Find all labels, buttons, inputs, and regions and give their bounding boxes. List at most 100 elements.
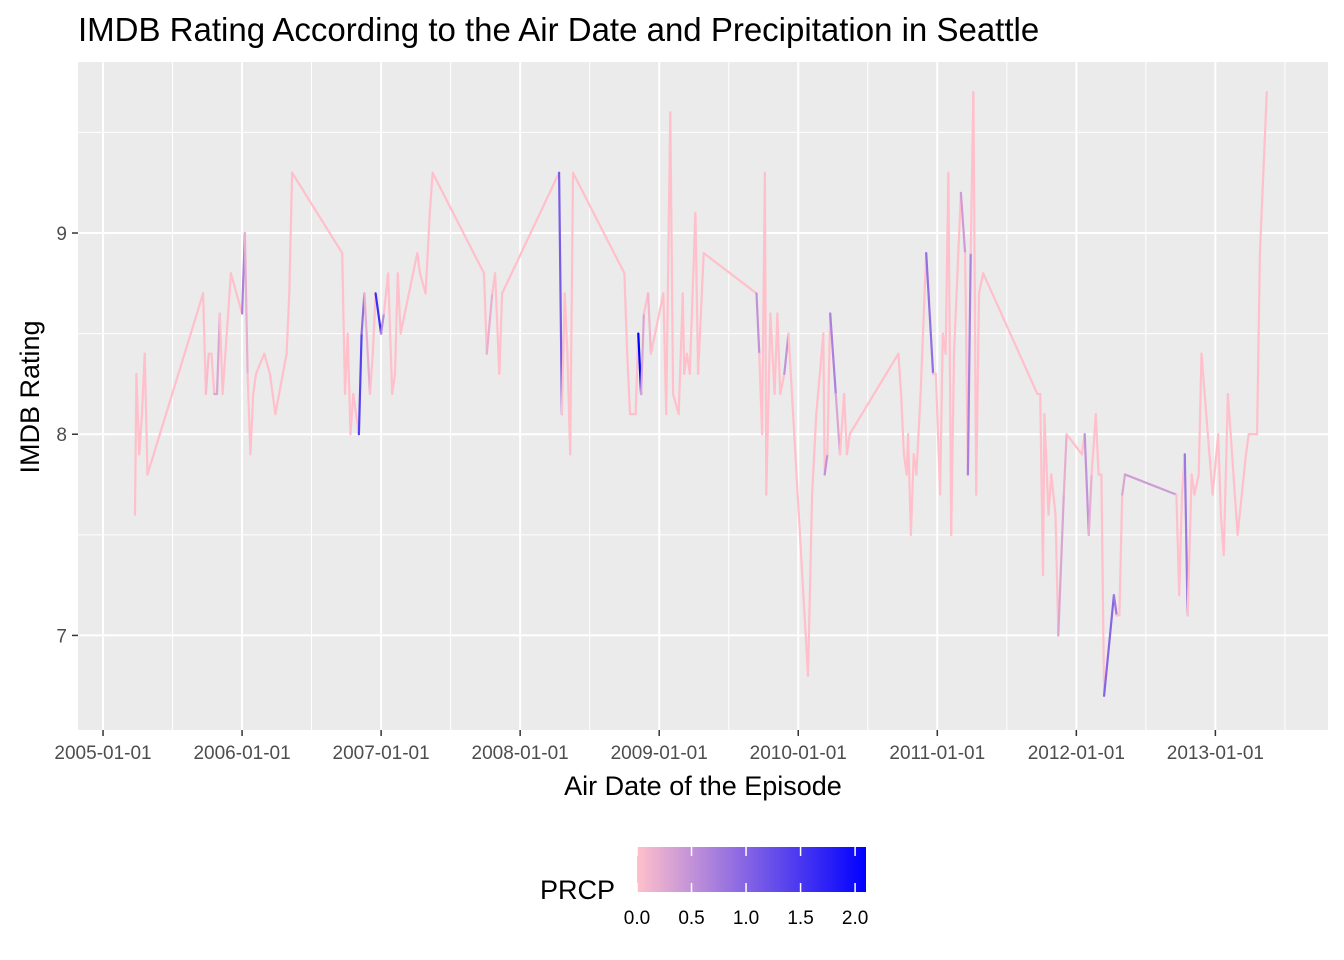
- line-segment: [391, 372, 397, 396]
- legend-tick-label: 0.0: [624, 908, 650, 929]
- line-segment: [779, 372, 786, 396]
- line-segment: [482, 272, 488, 355]
- line-segment: [1118, 493, 1124, 617]
- y-axis: 7 8 9: [56, 224, 78, 647]
- line-segment: [563, 292, 569, 355]
- line-segment: [755, 292, 761, 355]
- line-segment: [823, 453, 829, 476]
- line-segment: [649, 292, 665, 355]
- line-segment: [374, 292, 383, 335]
- y-tick-label: 7: [56, 626, 67, 647]
- line-segment: [268, 372, 277, 416]
- line-segment: [952, 191, 963, 355]
- line-segment: [501, 171, 561, 295]
- line-segment: [1054, 513, 1060, 637]
- line-segment: [368, 352, 374, 396]
- line-segment: [416, 252, 422, 275]
- line-segment: [829, 312, 837, 396]
- line-segment: [646, 292, 653, 355]
- line-segment: [341, 252, 347, 396]
- line-segment: [418, 272, 427, 295]
- line-segment: [202, 292, 207, 396]
- x-tick-label: 2010-01-01: [750, 743, 847, 764]
- line-segment: [694, 211, 700, 375]
- line-segment: [982, 272, 1039, 396]
- line-segment: [1178, 493, 1184, 597]
- plot-panel: [78, 62, 1328, 730]
- line-segment: [221, 272, 232, 396]
- line-segment: [1112, 594, 1118, 617]
- line-segment: [428, 171, 434, 214]
- line-segment: [1057, 493, 1065, 637]
- grid-minor: [78, 62, 1328, 730]
- y-tick-label: 8: [56, 425, 67, 446]
- x-tick-label: 2008-01-01: [472, 743, 569, 764]
- line-segment: [1102, 594, 1116, 697]
- x-axis: 2005-01-01 2006-01-01 2007-01-01 2008-01-01…: [54, 730, 1264, 764]
- line-segment: [485, 292, 494, 355]
- line-segment: [972, 91, 978, 496]
- legend-ticks: 0.0 0.5 1.0 1.5 2.0: [624, 847, 868, 929]
- line-segment: [229, 272, 244, 315]
- line-segment: [1047, 473, 1053, 516]
- line-segment: [274, 352, 288, 416]
- line-segment: [1062, 433, 1068, 496]
- line-segment: [763, 171, 768, 496]
- line-segment: [1123, 473, 1178, 496]
- line-segment: [288, 171, 294, 295]
- line-segment: [1041, 413, 1046, 577]
- line-segment: [826, 312, 832, 456]
- line-segment: [249, 392, 255, 456]
- line-segment: [639, 312, 646, 396]
- line-segment: [254, 352, 266, 375]
- line-segment: [1100, 473, 1106, 697]
- line-segment: [845, 433, 851, 456]
- line-segment: [815, 332, 825, 416]
- line-segment: [1244, 433, 1250, 456]
- line-segment: [393, 272, 399, 375]
- line-segment: [623, 272, 629, 355]
- line-segment: [1121, 473, 1127, 496]
- x-tick-label: 2006-01-01: [193, 743, 290, 764]
- line-segment: [1186, 473, 1193, 617]
- legend-title: PRCP: [540, 875, 615, 905]
- line-segment: [909, 453, 915, 536]
- legend-tick-label: 1.0: [733, 908, 759, 929]
- line-segment: [842, 392, 849, 456]
- line-segment: [396, 272, 402, 335]
- line-segment: [494, 272, 501, 375]
- line-segment: [146, 292, 205, 476]
- chart-title: IMDB Rating According to the Air Date an…: [78, 11, 1039, 48]
- line-segment: [1090, 413, 1097, 476]
- line-segment: [346, 332, 352, 436]
- line-segment: [626, 352, 632, 416]
- legend-colorbar: [637, 847, 866, 892]
- line-segment: [1226, 392, 1232, 436]
- x-tick-label: 2011-01-01: [889, 743, 985, 764]
- x-tick-label: 2009-01-01: [611, 743, 708, 764]
- line-segment: [950, 352, 956, 536]
- x-tick-label: 2013-01-01: [1167, 743, 1264, 764]
- line-segment: [399, 252, 419, 335]
- line-segment: [371, 292, 377, 355]
- line-segment: [838, 392, 846, 456]
- line-segment: [669, 111, 675, 396]
- line-segment: [959, 191, 967, 255]
- legend-tick-label: 2.0: [842, 908, 868, 929]
- line-segment: [822, 332, 826, 476]
- line-segment: [1258, 91, 1268, 255]
- line-segment: [702, 252, 758, 295]
- line-segment: [834, 392, 842, 456]
- line-segment: [291, 171, 344, 255]
- legend-tick-label: 0.5: [678, 908, 704, 929]
- line-segment: [688, 292, 694, 375]
- line-segment: [810, 413, 818, 496]
- line-segment: [204, 352, 210, 396]
- line-segment: [899, 392, 906, 456]
- line-segment: [387, 272, 394, 396]
- line-segment: [977, 272, 985, 295]
- line-segment: [498, 292, 504, 375]
- line-segment: [1087, 473, 1093, 536]
- line-segment: [138, 413, 144, 456]
- line-segment: [569, 171, 575, 456]
